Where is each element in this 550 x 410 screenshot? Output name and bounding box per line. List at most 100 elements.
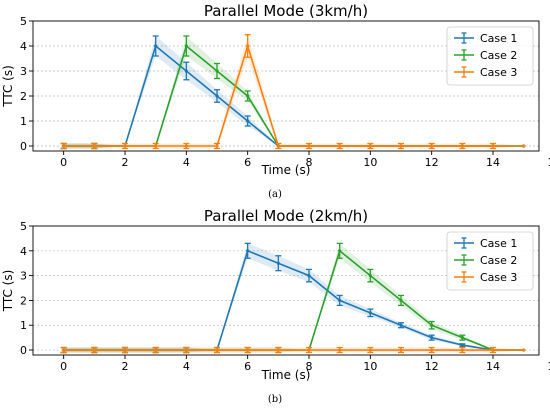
data-point: [399, 348, 403, 352]
series-case-3: [60, 346, 526, 354]
data-point: [276, 348, 280, 352]
x-tick-label: 2: [122, 156, 129, 169]
x-tick-label: 4: [183, 156, 190, 169]
data-point: [368, 348, 372, 352]
legend: Case 1 Case 2 Case 3: [446, 26, 534, 86]
data-point: [368, 274, 372, 278]
data-point: [62, 144, 66, 148]
data-point: [460, 144, 464, 148]
data-point: [399, 144, 403, 148]
data-point: [491, 348, 495, 352]
x-tick-label: 14: [486, 360, 500, 373]
chart-panel-b: Parallel Mode (2km/h)0246810121416012345…: [1, 207, 550, 405]
data-point: [430, 348, 434, 352]
chart-panel-a: Parallel Mode (3km/h)0246810121416012345…: [1, 2, 550, 200]
y-tick-label: 2: [20, 90, 27, 103]
x-axis-label: Time (s): [261, 163, 311, 177]
data-point: [184, 44, 188, 48]
legend-label: Case 2: [480, 49, 517, 62]
data-point: [123, 144, 127, 148]
data-point: [184, 69, 188, 73]
y-tick-label: 2: [20, 294, 27, 307]
data-point: [338, 298, 342, 303]
y-tick-label: 5: [20, 15, 27, 28]
y-tick-label: 1: [20, 319, 27, 332]
data-point: [460, 343, 464, 347]
data-point: [430, 144, 434, 148]
y-axis-label: TTC (s): [1, 65, 15, 108]
data-point: [62, 348, 66, 352]
data-point: [246, 94, 250, 98]
x-tick-label: 2: [122, 360, 129, 373]
x-tick-label: 8: [306, 360, 313, 373]
x-tick-label: 6: [244, 156, 251, 169]
error-band: [63, 36, 524, 149]
y-axis-label: TTC (s): [1, 270, 15, 313]
x-tick-label: 6: [244, 360, 251, 373]
data-point: [123, 348, 127, 352]
data-point: [92, 348, 96, 352]
series-case-3: [60, 34, 526, 150]
x-tick-label: 10: [363, 156, 377, 169]
data-point: [215, 94, 219, 98]
error-band: [63, 243, 524, 353]
data-point: [246, 119, 250, 123]
x-tick-label: 0: [60, 156, 67, 169]
y-tick-label: 5: [20, 220, 27, 233]
data-point: [307, 144, 311, 148]
legend-label: Case 3: [480, 66, 517, 79]
data-point: [368, 144, 372, 148]
x-tick-label: 12: [425, 156, 439, 169]
data-point: [184, 348, 188, 352]
data-point: [154, 44, 158, 48]
data-point: [430, 323, 434, 327]
x-axis-label: Time (s): [261, 368, 311, 382]
x-tick-label: 4: [183, 360, 190, 373]
data-point: [368, 311, 372, 315]
y-tick-label: 3: [20, 65, 27, 78]
data-point: [246, 249, 250, 253]
plot-frame: [32, 225, 540, 356]
plot-frame: [32, 20, 540, 152]
y-tick-label: 4: [20, 245, 27, 258]
data-point: [246, 44, 250, 48]
chart-title: Parallel Mode (3km/h): [204, 2, 368, 20]
data-point: [154, 348, 158, 352]
y-tick-label: 4: [20, 40, 27, 53]
legend: Case 1 Case 2 Case 3: [446, 231, 534, 291]
legend-label: Case 1: [480, 32, 517, 45]
data-point: [399, 323, 403, 327]
panel-caption: (b): [268, 394, 282, 405]
data-point: [246, 348, 250, 352]
data-point: [215, 69, 219, 73]
x-tick-label: 0: [60, 360, 67, 373]
y-tick-label: 1: [20, 115, 27, 128]
x-tick-label: 14: [486, 156, 500, 169]
x-tick-label: 16: [547, 360, 550, 373]
data-point: [276, 144, 280, 148]
data-point: [522, 348, 526, 352]
panel-caption: (a): [268, 189, 282, 200]
legend-label: Case 3: [480, 271, 517, 284]
data-point: [215, 144, 219, 148]
y-tick-label: 0: [20, 344, 27, 357]
data-point: [460, 348, 464, 352]
data-point: [307, 274, 311, 278]
legend-label: Case 1: [480, 237, 517, 250]
data-point: [399, 298, 403, 303]
data-point: [522, 144, 526, 148]
x-tick-label: 12: [425, 360, 439, 373]
x-tick-label: 16: [547, 156, 550, 169]
data-point: [338, 249, 342, 253]
x-tick-label: 8: [306, 156, 313, 169]
y-tick-label: 3: [20, 270, 27, 283]
data-point: [307, 348, 311, 352]
data-point: [338, 144, 342, 148]
data-point: [276, 261, 280, 265]
x-tick-label: 10: [363, 360, 377, 373]
legend-box: [446, 231, 534, 291]
chart-title: Parallel Mode (2km/h): [204, 207, 368, 225]
legend-label: Case 2: [480, 254, 517, 267]
series-line: [63, 43, 524, 147]
